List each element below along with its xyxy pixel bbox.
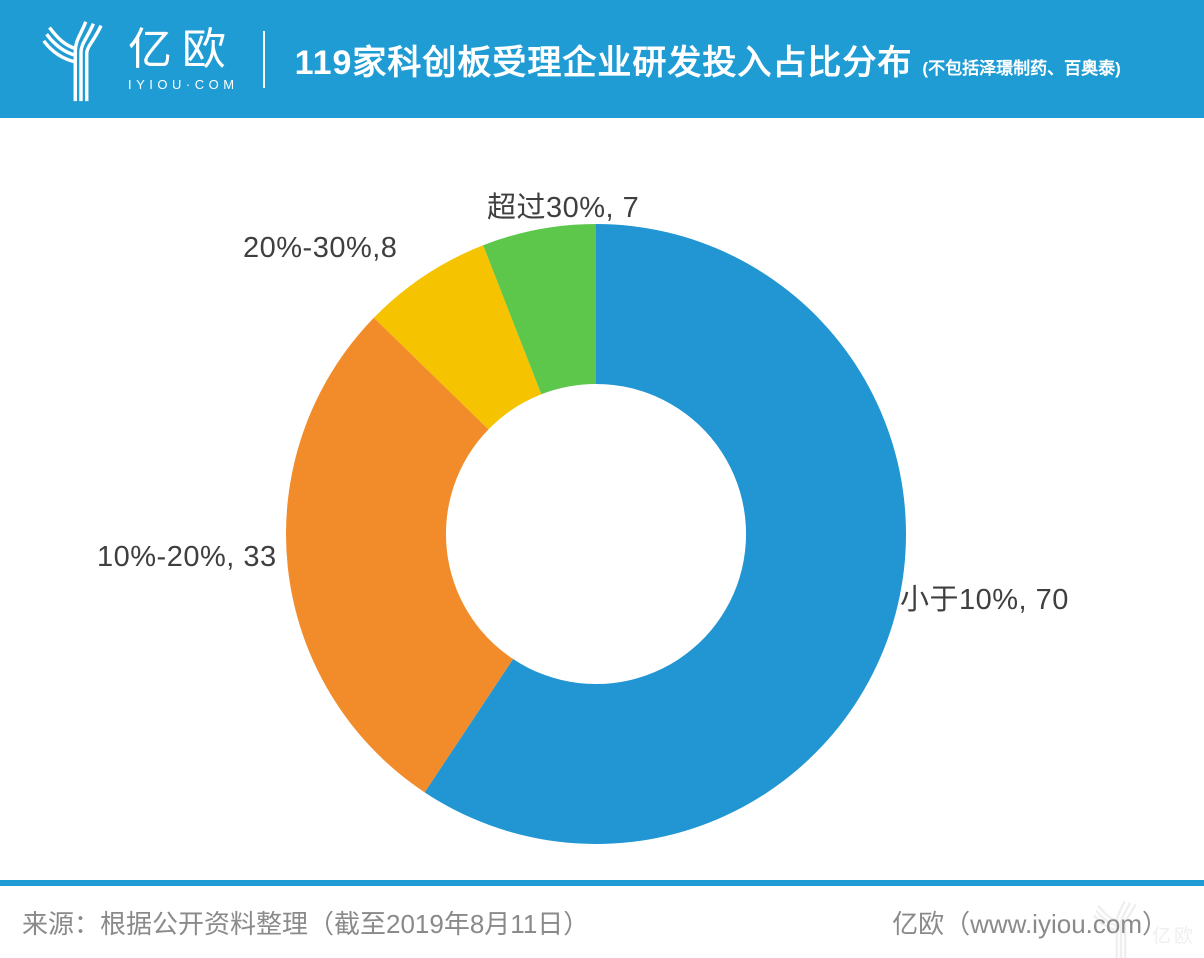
donut-chart: [286, 224, 906, 844]
slice-label-over-30pct: 超过30%, 7: [487, 192, 640, 224]
logo-brand-text: 亿欧: [128, 25, 236, 75]
iyiou-watermark-text: 亿欧: [1151, 926, 1196, 947]
pie-slice-1: [286, 317, 514, 793]
page-title: 119家科创板受理企业研发投入占比分布: [294, 43, 913, 82]
title-block: 119家科创板受理企业研发投入占比分布 (不包括泽璟制药、百奥泰): [295, 35, 1121, 84]
iyiou-y-icon: [42, 21, 103, 102]
logo-domain-text: IYIOU·COM: [128, 76, 239, 92]
footer-bar: 来源：根据公开资料整理（截至2019年8月11日） 亿欧（www.iyiou.c…: [0, 886, 1204, 958]
slice-label-20-30pct: 20%-30%,8: [243, 232, 398, 264]
iyiou-watermark-icon: [1093, 900, 1137, 958]
footer-brand-text: 亿欧（www.iyiou.com）: [892, 908, 1168, 939]
header-vertical-divider: [262, 30, 265, 88]
page-title-note: (不包括泽璟制药、百奥泰): [922, 58, 1121, 78]
source-note: 来源：根据公开资料整理（截至2019年8月11日）: [22, 908, 590, 939]
header-band: 亿欧 IYIOU·COM 119家科创板受理企业研发投入占比分布 (不包括泽璟制…: [0, 0, 1204, 118]
pie-slice-0: [424, 224, 906, 844]
footer-divider-rule: [0, 880, 1204, 886]
logo-text-block: 亿欧 IYIOU·COM: [128, 25, 239, 92]
iyiou-logo: 亿欧 IYIOU·COM: [40, 15, 239, 103]
slice-label-10-20pct: 10%-20%, 33: [97, 541, 277, 573]
pie-slice-3: [483, 224, 596, 395]
slice-label-below-10pct: 小于10%, 70: [900, 584, 1069, 616]
iyiou-watermark: 亿欧: [1092, 896, 1196, 958]
pie-slice-2: [373, 245, 542, 430]
